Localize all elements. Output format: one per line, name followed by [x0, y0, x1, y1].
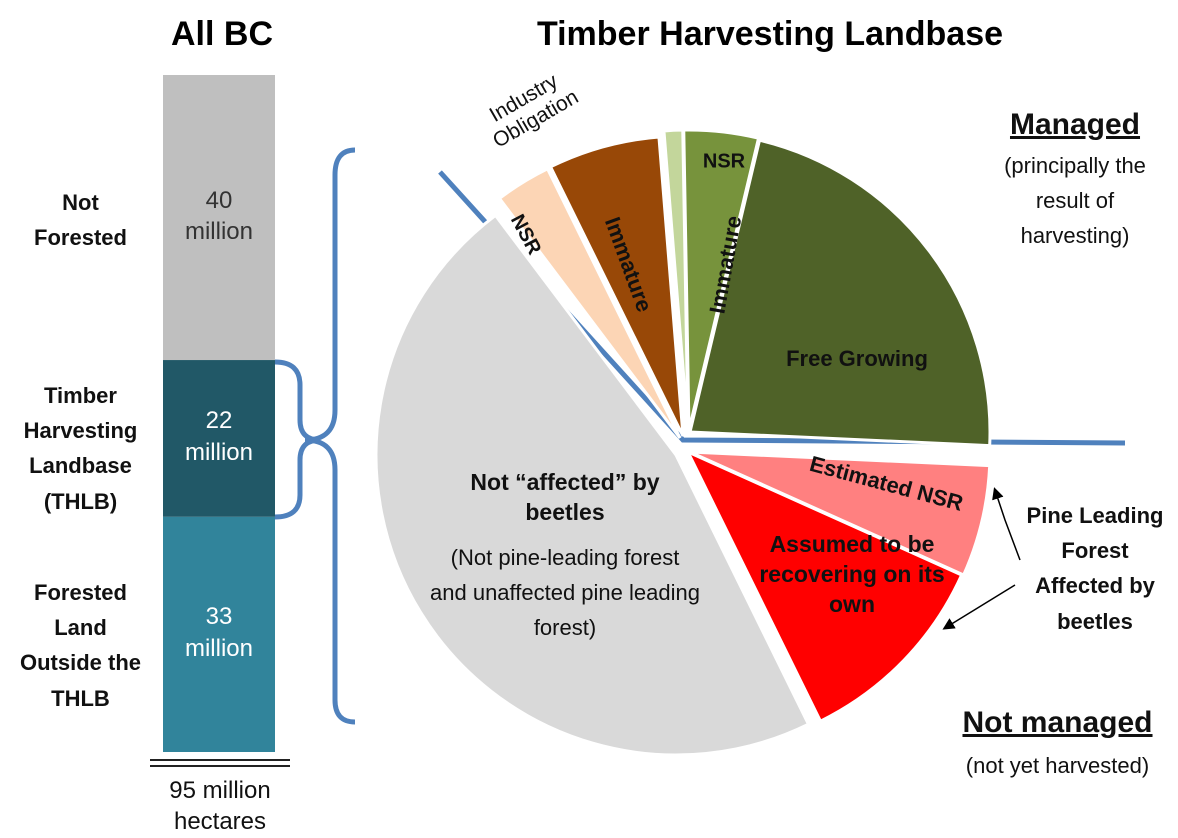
pie-slice	[682, 128, 761, 431]
slice-label: Free Growing	[786, 346, 928, 371]
slice-label: Not “affected” by beetles	[470, 469, 660, 525]
annotation: (Not pine-leading forest and unaffected …	[430, 545, 700, 641]
bar-segment	[163, 516, 275, 752]
value-label: 22 million	[184, 407, 253, 466]
pie-slice	[497, 166, 682, 439]
arrow	[992, 487, 1021, 561]
pie-slice	[374, 213, 811, 757]
annotation: Pine Leading Forest Affected by beetles	[1026, 503, 1164, 634]
chart-title: Timber Harvesting Landbase	[537, 15, 1003, 53]
bar-segment	[163, 360, 275, 517]
brace	[304, 147, 356, 725]
value-label: 40 million	[184, 186, 253, 245]
pie-slice	[684, 448, 964, 724]
annotation: Not managed	[962, 706, 1153, 739]
pie-slice	[688, 138, 992, 448]
chart-title: All BC	[171, 15, 273, 53]
arrow	[942, 584, 1016, 630]
bar-segment	[163, 75, 275, 361]
slice-label: NSR	[703, 150, 746, 172]
value-label: 33 million	[184, 603, 253, 662]
pie-slice	[548, 135, 685, 437]
category-label: Forested Land Outside the THLB	[19, 580, 141, 711]
total-label: 95 million hectares	[169, 777, 271, 836]
category-label: Timber Harvesting Landbase (THLB)	[23, 383, 138, 514]
slice-label: Assumed to be recovering on its own	[759, 531, 945, 617]
annotation: (not yet harvested)	[965, 753, 1150, 778]
pie-slice	[689, 450, 992, 577]
brace	[274, 359, 321, 520]
annotation: Managed	[1009, 108, 1141, 141]
annotation: (principally the result of harvesting)	[1004, 153, 1146, 249]
category-label: Not Forested	[34, 190, 127, 251]
